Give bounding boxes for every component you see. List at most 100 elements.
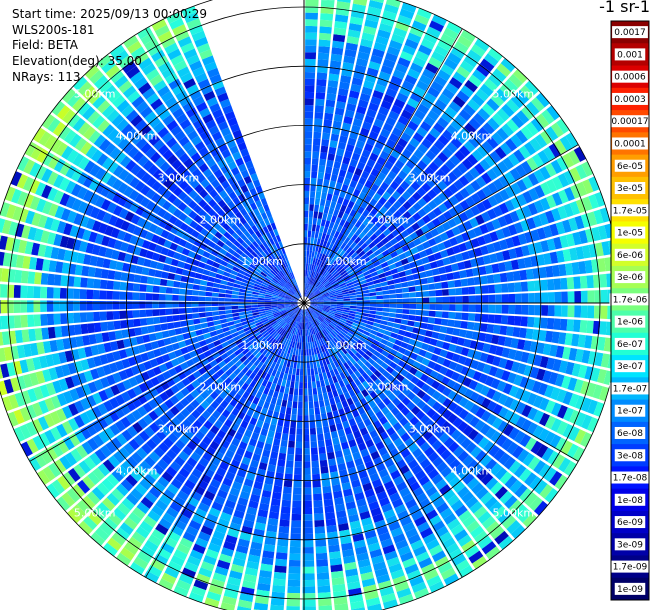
range-gate bbox=[231, 298, 239, 302]
range-gate bbox=[109, 147, 122, 160]
range-gate bbox=[304, 243, 307, 251]
range-gate bbox=[384, 550, 398, 561]
range-gate bbox=[291, 300, 298, 302]
range-gate bbox=[159, 494, 172, 506]
range-gate bbox=[1, 396, 13, 412]
range-gate bbox=[169, 170, 180, 182]
range-gate bbox=[16, 375, 27, 390]
range-gate bbox=[273, 266, 280, 274]
range-gate bbox=[442, 304, 450, 311]
range-gate bbox=[429, 423, 440, 434]
range-gate bbox=[69, 133, 82, 148]
range-gate bbox=[201, 410, 211, 420]
range-gate bbox=[279, 385, 285, 394]
range-gate bbox=[524, 492, 538, 507]
range-gate bbox=[289, 312, 296, 318]
range-gate bbox=[98, 246, 107, 257]
range-gate bbox=[172, 314, 180, 322]
range-gate bbox=[562, 153, 575, 168]
range-gate bbox=[39, 384, 50, 398]
range-gate bbox=[256, 369, 264, 377]
range-gate bbox=[123, 442, 135, 455]
range-gate bbox=[32, 402, 43, 417]
range-gate bbox=[561, 375, 571, 389]
range-gate bbox=[387, 317, 396, 323]
range-gate bbox=[382, 191, 391, 201]
range-gate bbox=[271, 305, 278, 308]
range-gate bbox=[185, 359, 195, 368]
range-gate bbox=[320, 277, 327, 284]
range-gate bbox=[228, 235, 237, 244]
range-gate bbox=[301, 335, 304, 343]
range-gate bbox=[246, 444, 256, 453]
range-gate bbox=[161, 572, 177, 585]
range-gate bbox=[316, 259, 321, 266]
range-gate bbox=[90, 368, 100, 380]
range-gate bbox=[342, 291, 350, 295]
range-gate bbox=[318, 284, 324, 290]
range-gate bbox=[536, 227, 547, 240]
range-gate bbox=[94, 448, 107, 462]
range-gate bbox=[319, 152, 328, 160]
range-gate bbox=[277, 392, 284, 400]
range-gate bbox=[503, 213, 514, 225]
range-gate bbox=[454, 253, 464, 262]
range-gate bbox=[164, 222, 174, 232]
range-gate bbox=[309, 204, 314, 212]
range-gate bbox=[526, 422, 538, 436]
range-gate bbox=[183, 216, 193, 226]
range-gate bbox=[317, 585, 331, 593]
range-gate bbox=[451, 226, 461, 236]
range-gate bbox=[213, 472, 224, 483]
range-gate bbox=[288, 367, 293, 375]
range-gate bbox=[217, 333, 226, 340]
range-gate bbox=[392, 575, 407, 586]
range-gate bbox=[188, 210, 198, 220]
range-gate bbox=[175, 229, 185, 238]
range-gate bbox=[385, 87, 398, 98]
range-gate bbox=[427, 468, 440, 480]
range-gate bbox=[365, 369, 374, 377]
range-gate bbox=[329, 551, 341, 560]
range-gate bbox=[77, 81, 92, 96]
range-gate bbox=[575, 164, 588, 180]
range-gate bbox=[166, 322, 175, 330]
range-gate bbox=[267, 359, 274, 368]
range-gate bbox=[480, 397, 492, 409]
range-gate bbox=[214, 386, 224, 395]
range-gate bbox=[329, 293, 336, 297]
range-gate bbox=[178, 180, 189, 191]
range-gate bbox=[395, 288, 403, 294]
range-gate bbox=[233, 453, 243, 463]
range-gate bbox=[387, 383, 397, 392]
range-gate bbox=[332, 484, 342, 493]
range-gate bbox=[109, 423, 121, 436]
range-gate bbox=[112, 133, 125, 146]
range-gate bbox=[310, 191, 316, 198]
range-gate bbox=[282, 345, 287, 352]
range-gate bbox=[351, 395, 359, 404]
range-gate bbox=[509, 167, 521, 181]
range-gate bbox=[164, 398, 175, 409]
range-gate bbox=[108, 215, 119, 227]
range-gate bbox=[172, 197, 183, 208]
range-gate bbox=[372, 90, 384, 100]
range-gate bbox=[304, 263, 306, 271]
range-gate bbox=[340, 226, 347, 235]
range-gate bbox=[386, 186, 396, 196]
range-gate bbox=[71, 198, 83, 212]
range-gate bbox=[40, 272, 49, 285]
range-gate bbox=[435, 526, 449, 538]
range-gate bbox=[252, 329, 260, 335]
range-gate bbox=[556, 421, 569, 436]
range-gate bbox=[279, 371, 285, 380]
range-gate bbox=[322, 308, 330, 312]
range-gate bbox=[341, 289, 349, 293]
range-gate bbox=[477, 535, 493, 550]
range-gate bbox=[463, 171, 475, 183]
range-gate bbox=[91, 420, 103, 433]
range-gate bbox=[260, 251, 268, 259]
range-gate bbox=[502, 423, 515, 437]
range-gate bbox=[221, 409, 231, 419]
range-gate bbox=[334, 336, 341, 343]
